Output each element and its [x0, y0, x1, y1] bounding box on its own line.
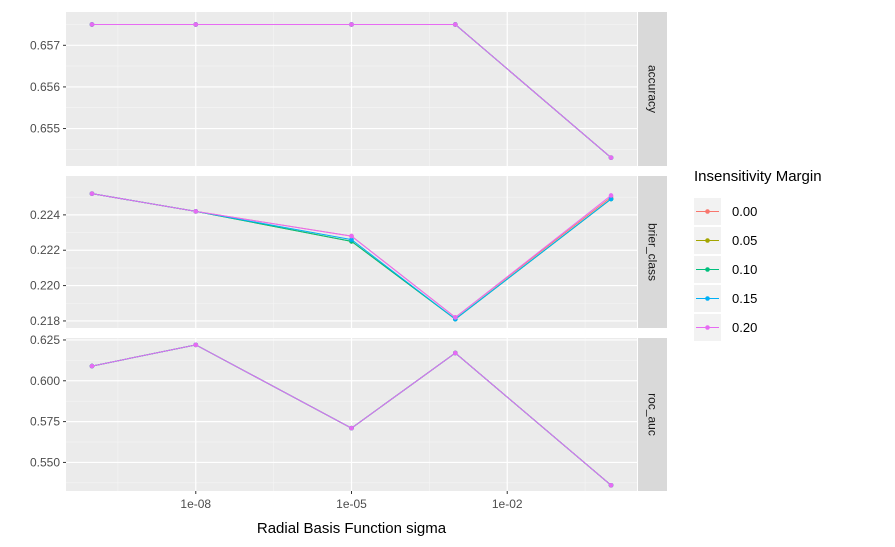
legend-key-point: [705, 267, 710, 272]
x-tick-label: 1e-05: [336, 497, 367, 511]
data-point: [193, 22, 199, 27]
data-point: [453, 350, 458, 356]
facet-strip-label: roc_auc: [646, 393, 660, 436]
x-tick-label: 1e-08: [180, 497, 211, 511]
data-point: [453, 22, 458, 27]
data-point: [608, 482, 614, 488]
y-tick-label: 0.600: [30, 374, 60, 388]
y-tick-label: 0.224: [30, 208, 60, 222]
legend-title: Insensitivity Margin: [694, 168, 822, 185]
y-tick-label: 0.625: [30, 333, 60, 347]
data-point: [608, 155, 614, 160]
data-point: [349, 22, 354, 27]
data-point: [349, 425, 354, 431]
data-point: [608, 196, 614, 202]
x-tick-label: 1e-02: [492, 497, 523, 511]
facet-strip: [638, 176, 667, 328]
y-tick-label: 0.575: [30, 415, 60, 429]
facet-strip: [638, 338, 667, 491]
y-tick-label: 0.550: [30, 455, 60, 469]
legend-label: 0.20: [732, 320, 757, 335]
data-point: [349, 233, 354, 239]
data-point: [349, 237, 354, 242]
facet-strip: [638, 12, 667, 166]
data-point: [453, 315, 458, 320]
y-tick-label: 0.657: [30, 38, 60, 52]
data-point: [193, 342, 199, 348]
y-tick-label: 0.220: [30, 279, 60, 293]
data-point: [193, 209, 199, 214]
legend-key-point: [705, 325, 710, 330]
y-tick-label: 0.656: [30, 80, 60, 94]
legend-key-point: [705, 238, 710, 243]
data-point: [89, 363, 95, 369]
legend-label: 0.15: [732, 291, 757, 306]
legend-key-point: [705, 296, 710, 301]
x-axis-title: Radial Basis Function sigma: [257, 520, 447, 537]
legend-key-point: [705, 209, 710, 214]
data-point: [89, 22, 95, 27]
y-tick-label: 0.222: [30, 243, 60, 257]
legend-label: 0.10: [732, 262, 757, 277]
legend-label: 0.00: [732, 204, 757, 219]
legend-label: 0.05: [732, 233, 757, 248]
facet-strip-label: brier_class: [646, 223, 660, 281]
y-tick-label: 0.218: [30, 314, 60, 328]
y-tick-label: 0.655: [30, 122, 60, 136]
facet-strip-label: accuracy: [646, 65, 660, 113]
data-point: [608, 193, 614, 198]
data-point: [89, 191, 95, 196]
